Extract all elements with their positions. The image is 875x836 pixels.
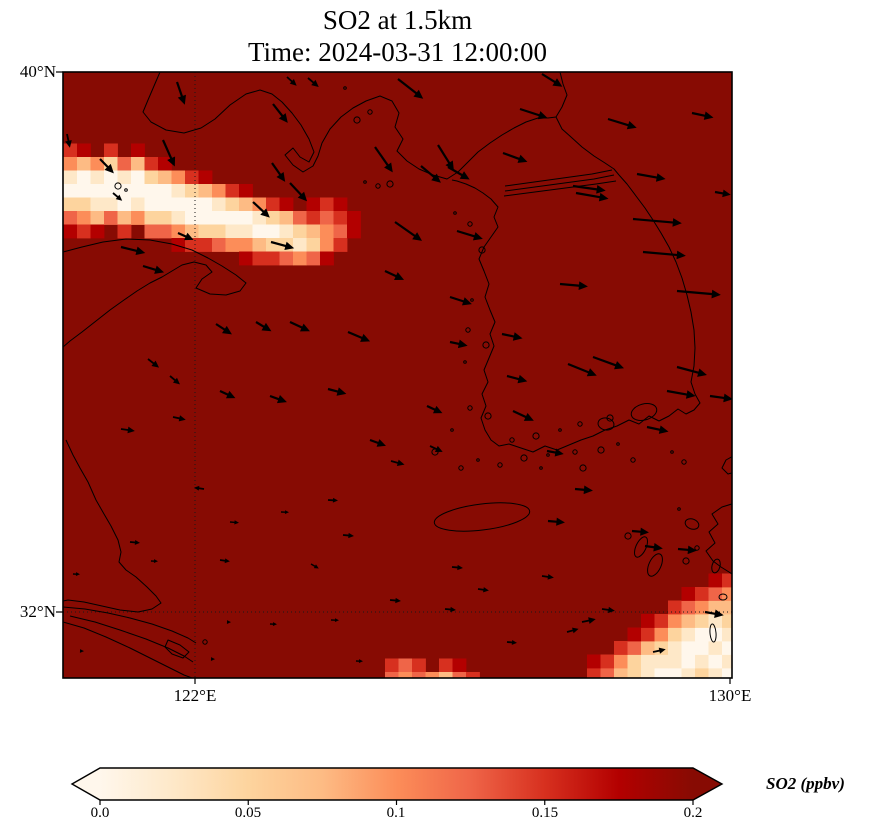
colorbar-title: SO2 (ppbv) <box>766 774 845 793</box>
y-tick-label-32n: 32°N <box>19 602 56 621</box>
x-tick-label-130e: 130°E <box>708 686 752 705</box>
colorbar-tick-label-0: 0.0 <box>90 805 110 821</box>
plot-subtitle: Time: 2024-03-31 12:00:00 <box>247 37 548 67</box>
colorbar-tick-label-2: 0.1 <box>386 805 406 821</box>
colorbar-tick-label-3: 0.15 <box>531 805 559 821</box>
colorbar-tick-label-1: 0.05 <box>234 805 262 821</box>
colorbar-tick-label-4: 0.2 <box>683 805 703 821</box>
x-tick-label-122e: 122°E <box>173 686 217 705</box>
y-tick-label-40n: 40°N <box>19 62 56 81</box>
plot-title: SO2 at 1.5km <box>322 5 473 35</box>
